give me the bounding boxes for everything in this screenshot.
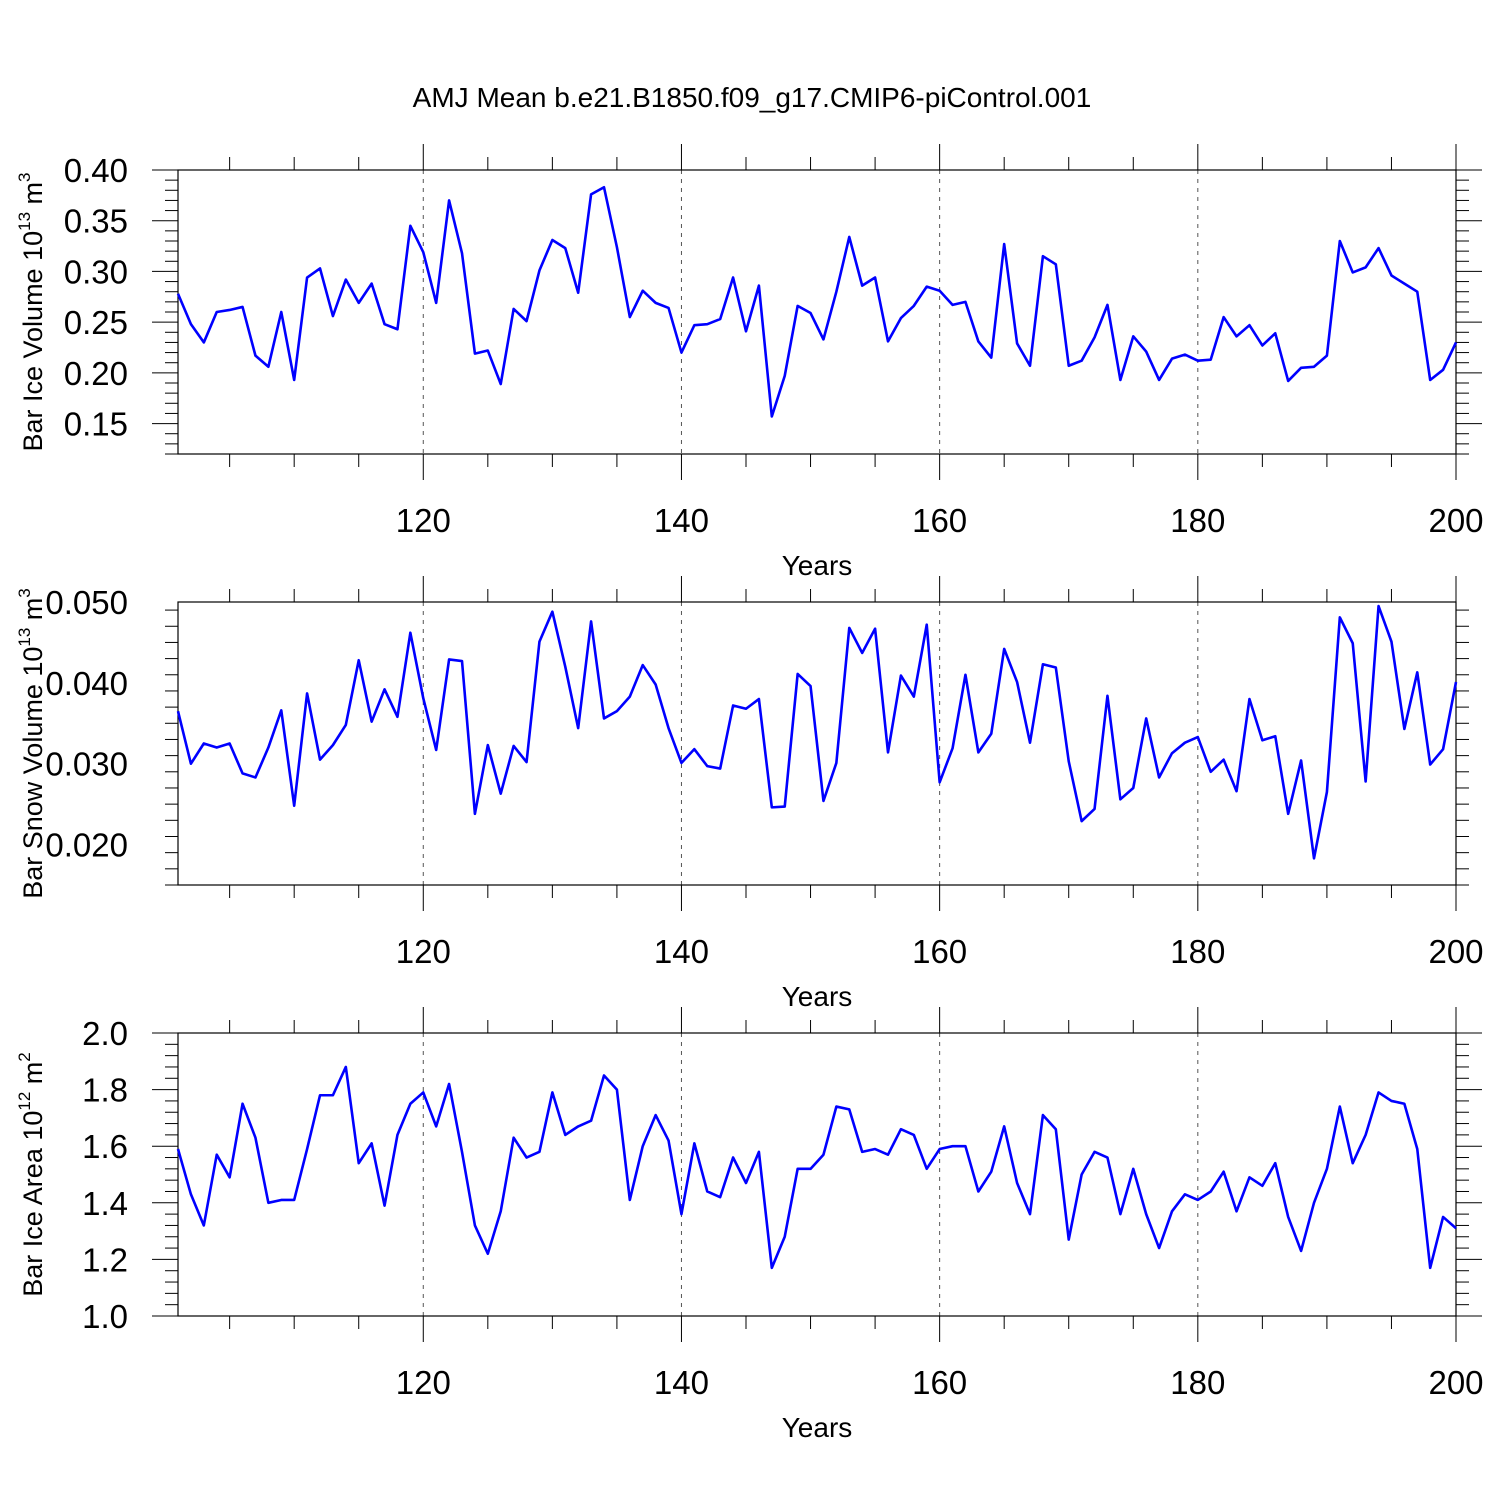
x-axis-label: Years	[782, 1412, 853, 1443]
x-tick-label: 200	[1428, 502, 1483, 539]
y-tick-label: 0.40	[64, 152, 128, 189]
x-tick-label: 140	[654, 1364, 709, 1401]
y-tick-label: 1.6	[82, 1128, 128, 1165]
x-tick-label: 200	[1428, 933, 1483, 970]
y-tick-label: 0.030	[45, 746, 128, 783]
x-tick-label: 180	[1170, 502, 1225, 539]
y-tick-label: 0.15	[64, 406, 128, 443]
chart-panel-2: 120 140 160 180 200 0.050 0.040 0.030 0.020 Years…	[15, 576, 1484, 1012]
x-tick-label: 180	[1170, 933, 1225, 970]
y-axis-label-part: m	[18, 1062, 48, 1092]
plot-frame	[177, 169, 1457, 455]
y-axis-label: Bar Snow Volume 1013 m3	[15, 588, 48, 899]
y-tick-label: 0.040	[45, 665, 128, 702]
y-axis-label-part: 2	[15, 1052, 34, 1061]
y-axis-label-part: Bar Ice Area 10	[18, 1111, 48, 1297]
x-tick-label: 200	[1428, 1364, 1483, 1401]
data-series-line	[176, 604, 1458, 860]
y-axis-label-part: m	[18, 182, 48, 212]
y-tick-label: 0.35	[64, 203, 128, 240]
y-tick-label: 0.020	[45, 827, 128, 864]
x-tick-label: 120	[396, 1364, 451, 1401]
y-axis-label-part: Bar Snow Volume 10	[18, 647, 48, 899]
figure-title: AMJ Mean b.e21.B1850.f09_g17.CMIP6-piCon…	[413, 82, 1092, 113]
y-axis-label: Bar Ice Area 1012 m2	[15, 1052, 48, 1297]
chart-panel-1: 120 140 160 180 200 0.40 0.35 0.30 0.25 0.20 0.15 Y…	[15, 144, 1484, 581]
y-tick-label: 0.25	[64, 304, 128, 341]
x-tick-label: 160	[912, 502, 967, 539]
x-tick-label: 180	[1170, 1364, 1225, 1401]
x-tick-label: 160	[912, 1364, 967, 1401]
panels: 120 140 160 180 200 0.40 0.35 0.30 0.25 0.20 0.15 Y…	[15, 144, 1484, 1443]
x-axis-label: Years	[782, 550, 853, 581]
x-tick-label: 120	[396, 502, 451, 539]
y-axis-label-part: 3	[15, 588, 34, 597]
y-axis-label-part: 13	[15, 628, 34, 647]
y-axis-label-part: Bar Ice Volume 10	[18, 231, 48, 452]
y-axis-label-part: m	[18, 598, 48, 628]
y-tick-label: 1.0	[82, 1298, 128, 1335]
x-tick-label: 160	[912, 933, 967, 970]
plot-frame	[177, 601, 1457, 886]
x-tick-label: 140	[654, 502, 709, 539]
y-tick-label: 0.050	[45, 584, 128, 621]
y-axis-label: Bar Ice Volume 1013 m3	[15, 172, 48, 451]
x-tick-label: 120	[396, 933, 451, 970]
y-tick-label: 0.20	[64, 355, 128, 392]
x-tick-label: 140	[654, 933, 709, 970]
y-tick-label: 2.0	[82, 1015, 128, 1052]
y-tick-label: 1.8	[82, 1072, 128, 1109]
y-tick-label: 1.2	[82, 1241, 128, 1278]
y-axis-label-part: 12	[15, 1092, 34, 1111]
plot-frame	[177, 1032, 1457, 1317]
y-axis-label-part: 3	[15, 172, 34, 181]
y-tick-label: 1.4	[82, 1185, 128, 1222]
data-series-line	[176, 185, 1458, 418]
chart-panel-3: 120 140 160 180 200 2.0 1.8 1.6 1.4 1.2 1.0 Years Ba…	[15, 1007, 1484, 1443]
y-tick-label: 0.30	[64, 253, 128, 290]
x-axis-label: Years	[782, 981, 853, 1012]
y-axis-label-part: 13	[15, 212, 34, 231]
data-series-line	[176, 1065, 1457, 1270]
